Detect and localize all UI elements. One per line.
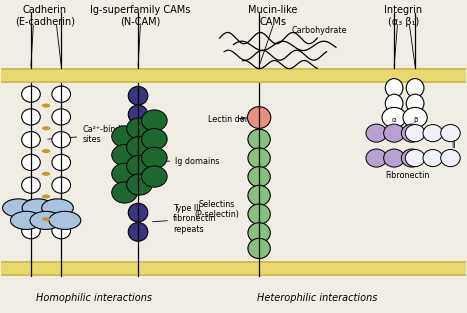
Ellipse shape [406, 79, 424, 97]
Ellipse shape [127, 118, 152, 139]
Ellipse shape [384, 124, 404, 142]
Ellipse shape [128, 223, 148, 241]
Ellipse shape [405, 125, 425, 142]
Ellipse shape [401, 124, 422, 142]
Ellipse shape [21, 154, 40, 171]
Ellipse shape [366, 124, 387, 142]
Text: II: II [451, 141, 455, 150]
Text: Ig domains: Ig domains [156, 157, 219, 166]
Ellipse shape [441, 150, 460, 167]
Ellipse shape [52, 109, 71, 125]
Ellipse shape [52, 200, 71, 216]
Ellipse shape [248, 185, 270, 206]
Text: Homophilic interactions: Homophilic interactions [36, 293, 152, 303]
Ellipse shape [423, 150, 443, 167]
Ellipse shape [384, 149, 404, 167]
Ellipse shape [42, 149, 50, 153]
Text: Fibronectin: Fibronectin [385, 171, 429, 180]
Ellipse shape [42, 104, 50, 108]
Ellipse shape [248, 167, 270, 187]
Text: α: α [392, 117, 396, 123]
Text: Ig-superfamily CAMs
(N-CAM): Ig-superfamily CAMs (N-CAM) [90, 5, 191, 27]
Text: Cadherin
(E-cadherin): Cadherin (E-cadherin) [15, 5, 75, 27]
Ellipse shape [248, 148, 270, 168]
Ellipse shape [128, 105, 148, 124]
Ellipse shape [22, 199, 54, 217]
Ellipse shape [42, 217, 50, 221]
Bar [0, 68, 467, 83]
Ellipse shape [142, 129, 167, 150]
Ellipse shape [401, 149, 422, 167]
Ellipse shape [42, 199, 73, 217]
Ellipse shape [441, 125, 460, 142]
Bar [0, 70, 467, 81]
Ellipse shape [10, 211, 42, 229]
Text: Selectins
(P-selectin): Selectins (P-selectin) [194, 200, 239, 219]
Ellipse shape [405, 150, 425, 167]
Ellipse shape [52, 131, 71, 148]
Ellipse shape [42, 194, 50, 198]
Text: Lectin domain: Lectin domain [208, 115, 265, 124]
Ellipse shape [30, 211, 62, 229]
Ellipse shape [248, 129, 270, 150]
Ellipse shape [112, 126, 137, 147]
Ellipse shape [142, 166, 167, 187]
Ellipse shape [128, 86, 148, 105]
Ellipse shape [21, 109, 40, 125]
Ellipse shape [248, 107, 271, 128]
Ellipse shape [142, 110, 167, 131]
Ellipse shape [366, 149, 387, 167]
Bar [0, 263, 467, 274]
Text: β: β [413, 117, 417, 123]
Ellipse shape [21, 131, 40, 148]
Ellipse shape [127, 136, 152, 158]
Ellipse shape [2, 199, 34, 217]
Ellipse shape [42, 172, 50, 176]
Ellipse shape [423, 125, 443, 142]
Ellipse shape [52, 177, 71, 193]
Ellipse shape [52, 223, 71, 239]
Ellipse shape [42, 126, 50, 130]
Ellipse shape [52, 86, 71, 102]
Ellipse shape [112, 163, 137, 184]
Ellipse shape [406, 94, 424, 113]
Ellipse shape [127, 155, 152, 177]
Ellipse shape [21, 86, 40, 102]
Ellipse shape [127, 174, 152, 195]
Ellipse shape [248, 238, 270, 259]
Ellipse shape [21, 223, 40, 239]
Text: Type III
fibronectin
repeats: Type III fibronectin repeats [152, 204, 216, 234]
Ellipse shape [112, 182, 137, 203]
Text: Heterophilic interactions: Heterophilic interactions [257, 293, 377, 303]
Ellipse shape [248, 223, 270, 243]
Ellipse shape [385, 79, 403, 97]
Ellipse shape [142, 147, 167, 168]
Ellipse shape [128, 203, 148, 222]
Ellipse shape [21, 200, 40, 216]
Text: Integrin
(α₃ β₁): Integrin (α₃ β₁) [384, 5, 423, 27]
Ellipse shape [403, 107, 427, 128]
Ellipse shape [382, 107, 406, 128]
Ellipse shape [49, 211, 81, 229]
Ellipse shape [21, 177, 40, 193]
Text: Carbohydrate: Carbohydrate [292, 26, 347, 35]
Text: Mucin-like
CAMs: Mucin-like CAMs [248, 5, 298, 27]
Ellipse shape [248, 204, 270, 224]
Bar [0, 261, 467, 276]
Ellipse shape [385, 94, 403, 113]
Text: Ca²⁺-binding
sites: Ca²⁺-binding sites [48, 125, 133, 144]
Ellipse shape [112, 145, 137, 166]
Ellipse shape [52, 154, 71, 171]
